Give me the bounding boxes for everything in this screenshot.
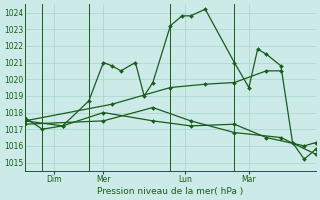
X-axis label: Pression niveau de la mer( hPa ): Pression niveau de la mer( hPa ) bbox=[97, 187, 244, 196]
